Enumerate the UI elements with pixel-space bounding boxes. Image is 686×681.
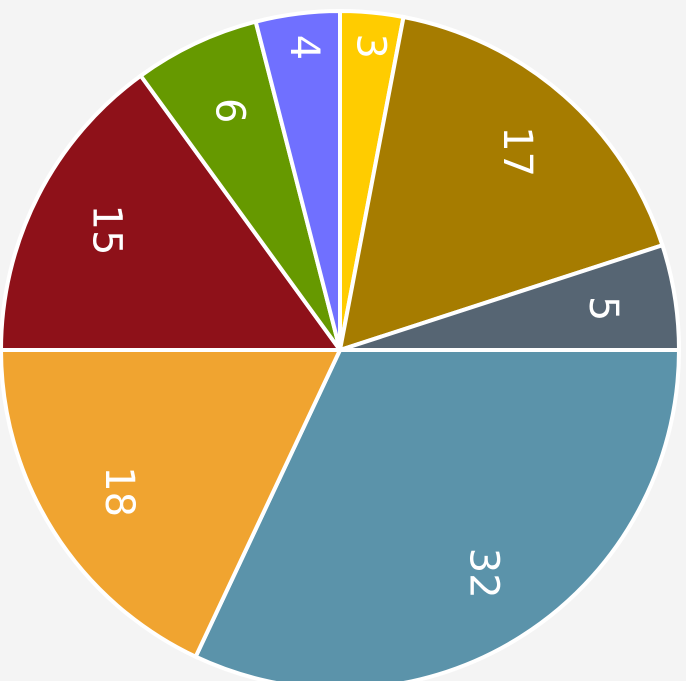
pie-slice xyxy=(0,348,344,660)
data-label: 17 xyxy=(494,126,540,177)
pie-slice xyxy=(253,8,342,351)
pie-slice xyxy=(0,72,344,352)
data-label: 5 xyxy=(580,296,626,321)
pie-slice xyxy=(192,348,682,681)
data-label: 18 xyxy=(96,466,142,517)
pie-slice xyxy=(337,14,665,353)
data-label: 6 xyxy=(206,98,252,123)
data-label: 4 xyxy=(281,35,327,60)
pie-slice xyxy=(137,19,342,352)
data-label: 3 xyxy=(348,34,394,59)
data-label: 15 xyxy=(83,205,129,256)
data-label: 32 xyxy=(461,548,507,599)
pie xyxy=(0,8,682,681)
labels: 3 17 5 32 18 15 6 4 xyxy=(83,34,626,599)
